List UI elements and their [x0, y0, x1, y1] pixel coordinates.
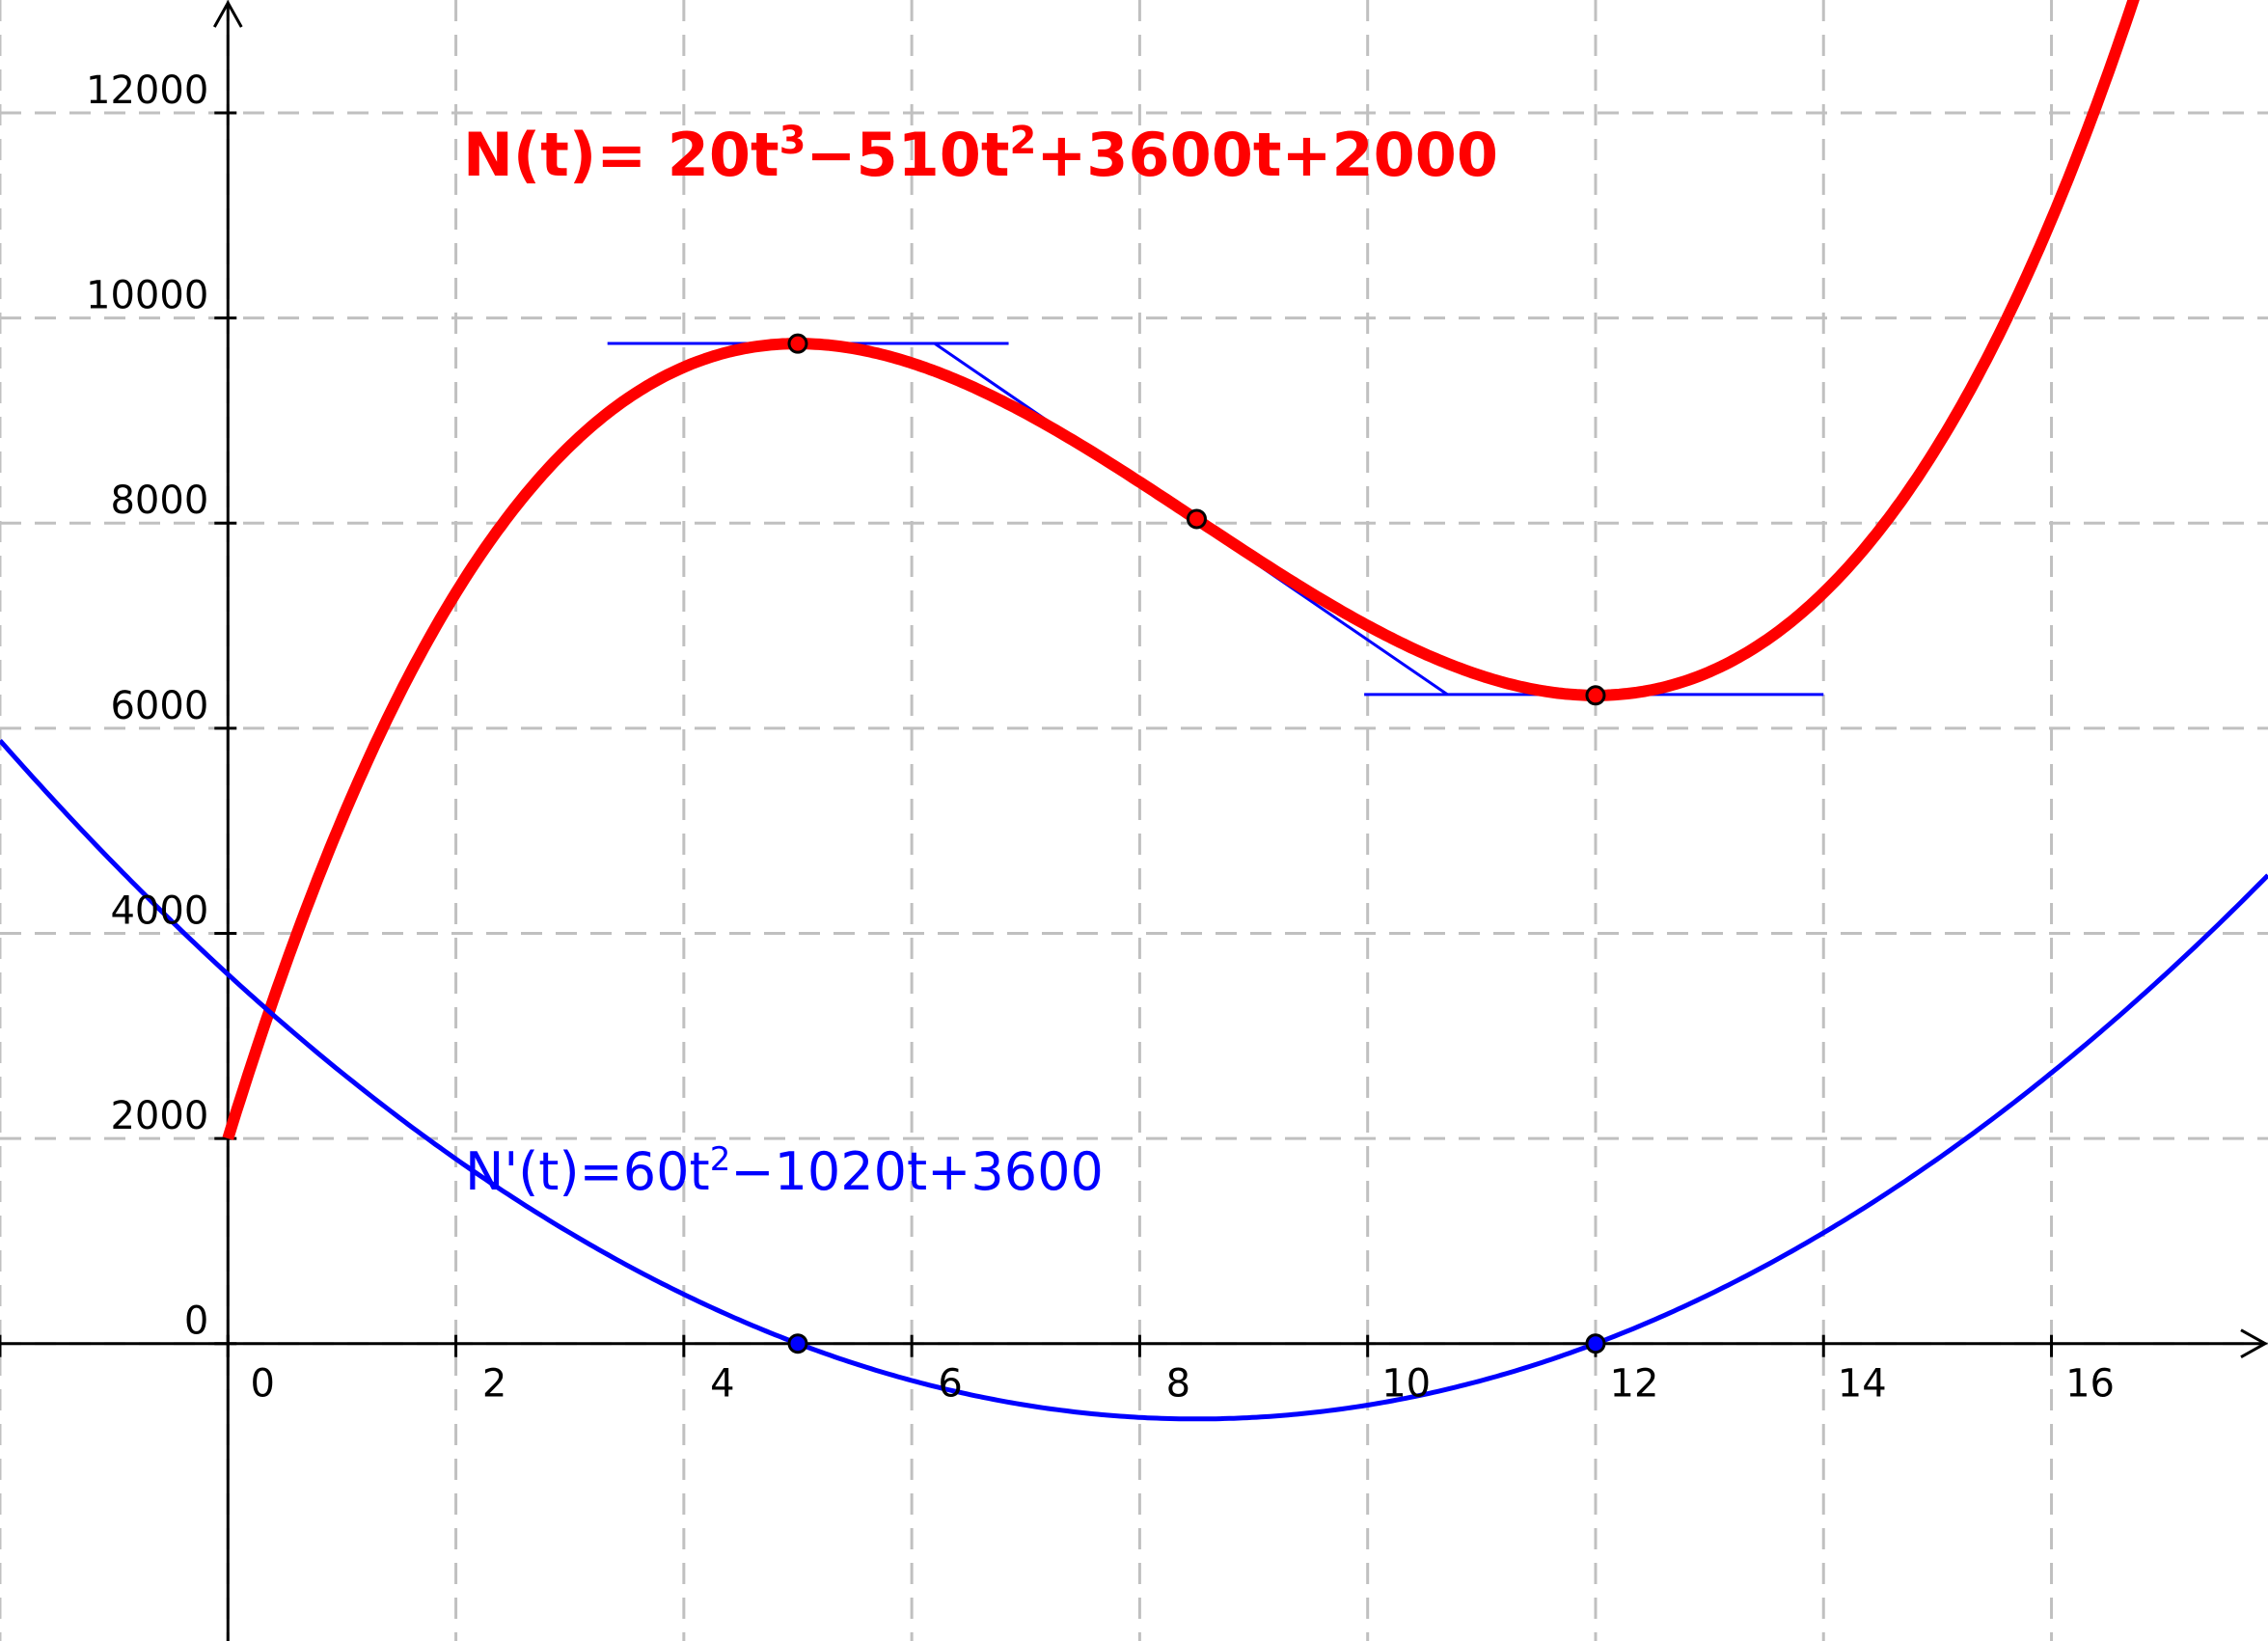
x-tick-label: 4 — [710, 1362, 734, 1407]
derivative-formula-label: N'(t)=60t2−1020t+3600 — [465, 1140, 1104, 1202]
y-tick-label: 4000 — [110, 889, 208, 933]
tangent-lines — [607, 342, 1824, 697]
data-point — [1585, 685, 1606, 706]
data-point — [787, 1333, 808, 1354]
y-tick-label: 8000 — [110, 479, 208, 523]
x-tick-label: 14 — [1838, 1362, 1887, 1407]
x-tick-label: 12 — [1610, 1362, 1659, 1407]
data-point — [787, 333, 808, 354]
x-tick-label: 0 — [251, 1362, 275, 1407]
x-tick-label: 6 — [938, 1362, 962, 1407]
x-tick-label: 16 — [2065, 1362, 2115, 1407]
x-tick-label: 10 — [1381, 1362, 1431, 1407]
data-point — [1186, 508, 1207, 530]
tick-labels: 0 2 4 6 8 10 12 14 16 0 2000 4000 6000 8000 10000 12000 — [86, 68, 2115, 1407]
data-point — [1585, 1333, 1606, 1354]
x-axis-arrow — [2240, 1328, 2268, 1359]
curves — [0, 0, 2268, 1422]
n-curve — [222, 0, 2140, 1140]
derivative-curve — [0, 738, 2268, 1422]
y-tick-label: 2000 — [110, 1094, 208, 1138]
y-tick-label: 12000 — [86, 68, 208, 113]
y-tick-label: 0 — [184, 1299, 208, 1344]
y-axis-arrow — [212, 0, 243, 28]
y-tick-label: 10000 — [86, 274, 208, 318]
y-tick-label: 6000 — [110, 684, 208, 728]
x-tick-label: 8 — [1166, 1362, 1190, 1407]
n-formula-label: N(t)= 20t3−510t2+3600t+2000 — [463, 119, 1498, 190]
points — [787, 333, 1606, 1354]
x-tick-label: 2 — [482, 1362, 506, 1407]
